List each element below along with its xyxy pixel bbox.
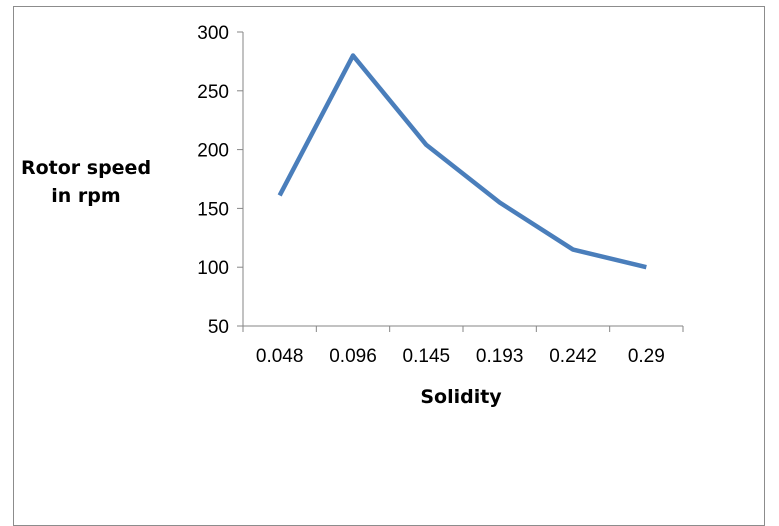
y-axis: 300 250 200 150 100 50 [197,23,243,338]
x-tick-label: 0.048 [256,346,304,367]
x-tick-label: 0.29 [628,346,665,367]
y-tick-label: 100 [197,258,229,279]
y-tick-label: 200 [197,141,229,162]
x-axis: 0.048 0.096 0.145 0.193 0.242 0.29 [243,326,683,367]
x-tick-label: 0.193 [476,346,524,367]
y-tick-label: 300 [197,23,229,44]
y-tick-label: 250 [197,82,229,103]
y-tick-label: 150 [197,199,229,220]
x-axis-title: Solidity [420,386,502,408]
series-group [280,55,647,267]
y-axis-title-line-1: Rotor speed [21,157,151,179]
y-tick-label: 50 [208,317,229,338]
x-tick-label: 0.145 [403,346,451,367]
x-tick-label: 0.242 [549,346,597,367]
series-line [280,56,647,268]
y-axis-title-line-2: in rpm [51,185,120,207]
x-tick-label: 0.096 [329,346,377,367]
